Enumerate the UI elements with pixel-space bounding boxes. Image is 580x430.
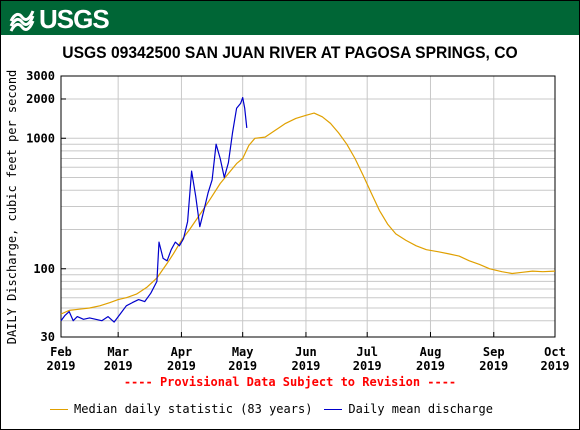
x-tick-label-month: Jul	[356, 345, 378, 359]
series-lines	[60, 96, 556, 323]
series-line-median	[60, 112, 556, 315]
x-tick-label-year: 2019	[167, 359, 196, 373]
series-line-daily-mean	[60, 96, 248, 323]
x-tick-label-year: 2019	[416, 359, 445, 373]
x-tick-label-month: Apr	[171, 345, 193, 359]
legend-swatch-median	[50, 408, 68, 410]
x-tick-label-month: Mar	[107, 345, 129, 359]
legend: Median daily statistic (83 years) Daily …	[50, 402, 505, 416]
legend-item-daily-mean: Daily mean discharge	[324, 402, 493, 416]
usgs-banner: USGS	[1, 1, 579, 35]
usgs-logo[interactable]: USGS	[9, 4, 110, 34]
y-tick-labels: 30 100 1000 2000 3000	[26, 69, 55, 344]
y-tick-label: 30	[41, 330, 55, 344]
x-tick-label-year: 2019	[292, 359, 321, 373]
usgs-logo-icon	[9, 10, 35, 32]
x-tick-label-month: Jun	[295, 345, 317, 359]
chart-title: USGS 09342500 SAN JUAN RIVER AT PAGOSA S…	[62, 43, 518, 62]
x-tick-label-month: Oct	[544, 345, 566, 359]
usgs-logo-text: USGS	[39, 4, 110, 34]
legend-swatch-daily-mean	[324, 408, 343, 410]
x-tick-label-year: 2019	[228, 359, 257, 373]
x-tick-label-year: 2019	[47, 359, 76, 373]
x-tick-label-month: May	[232, 345, 254, 359]
grid-lines	[60, 75, 556, 337]
y-axis-title: DAILY Discharge, cubic feet per second	[5, 70, 19, 345]
tick-marks	[60, 75, 556, 338]
x-tick-label-year: 2019	[353, 359, 382, 373]
y-tick-label: 3000	[26, 69, 55, 83]
x-tick-label-year: 2019	[479, 359, 508, 373]
x-tick-labels: Feb2019Mar2019Apr2019May2019Jun2019Jul20…	[47, 345, 570, 373]
x-tick-label-year: 2019	[104, 359, 133, 373]
y-tick-label: 1000	[26, 131, 55, 145]
provisional-notice: ---- Provisional Data Subject to Revisio…	[123, 375, 457, 389]
legend-item-median: Median daily statistic (83 years)	[50, 402, 312, 416]
y-tick-label: 100	[33, 262, 55, 276]
plot-border	[60, 75, 556, 338]
legend-label-daily-mean: Daily mean discharge	[348, 402, 493, 416]
x-tick-label-month: Aug	[420, 345, 442, 359]
legend-label-median: Median daily statistic (83 years)	[74, 402, 313, 416]
y-tick-label: 2000	[26, 92, 55, 106]
x-tick-label-year: 2019	[541, 359, 570, 373]
x-tick-label-month: Feb	[50, 345, 72, 359]
x-tick-label-month: Sep	[483, 345, 505, 359]
